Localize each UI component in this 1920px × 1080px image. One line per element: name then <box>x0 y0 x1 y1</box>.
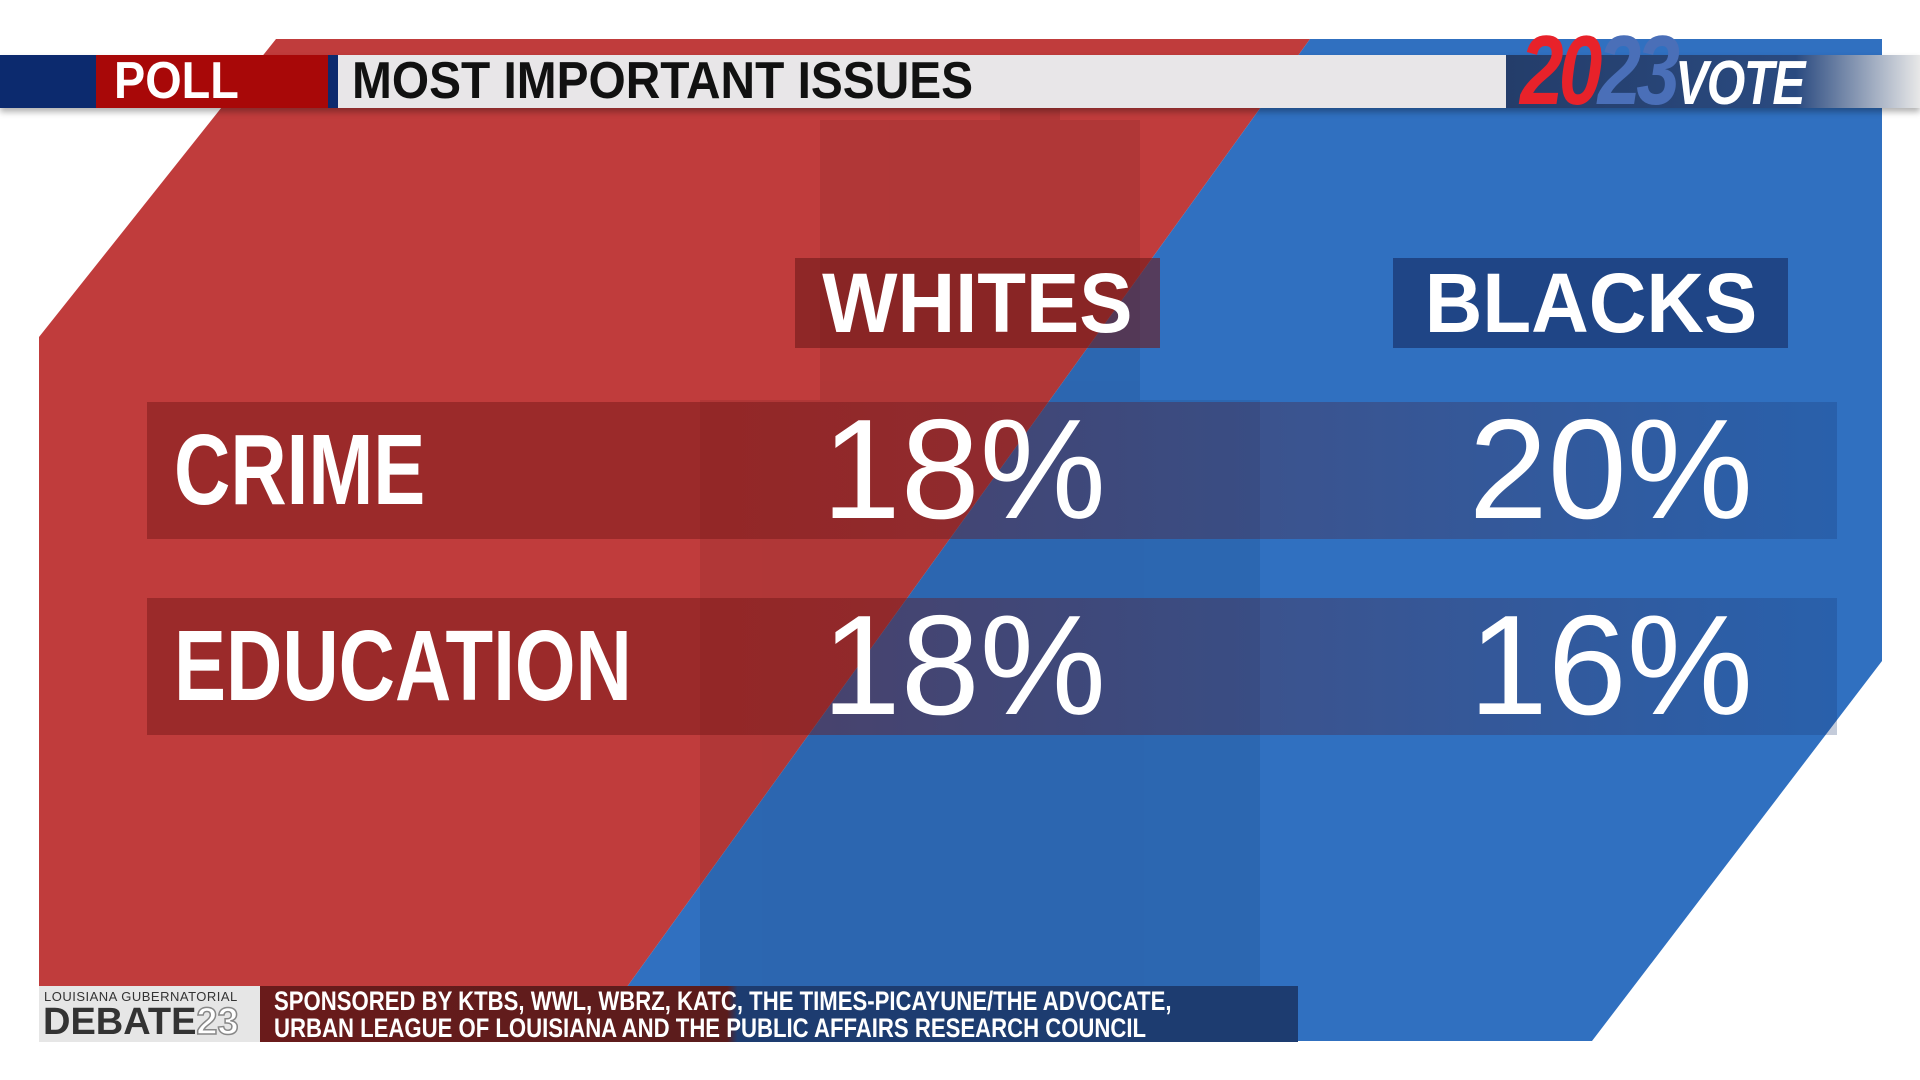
label-text: EDUCATION <box>174 610 632 722</box>
table-row <box>147 402 1837 539</box>
education-blacks-value: 16% <box>1468 586 1753 745</box>
poll-badge: POLL <box>96 55 328 108</box>
vote-2023-logo: 2023VOTE <box>1520 20 1875 120</box>
sponsor-bar: SPONSORED BY KTBS, WWL, WBRZ, KATC, THE … <box>260 986 1298 1042</box>
label-text: CRIME <box>174 414 426 526</box>
column-header-blacks: BLACKS <box>1393 258 1788 348</box>
navy-block <box>0 55 96 108</box>
column-header-whites: WHITES <box>795 258 1160 348</box>
crime-blacks-value: 20% <box>1468 390 1753 549</box>
debate-logo: LOUISIANA GUBERNATORIAL DEBATE23 <box>39 986 260 1042</box>
education-whites-value: 18% <box>821 586 1106 745</box>
sponsor-line-2: URBAN LEAGUE OF LOUISIANA AND THE PUBLIC… <box>274 1013 1147 1043</box>
brand-box <box>1506 55 1920 108</box>
logo-main: DEBATE <box>43 1001 197 1043</box>
title-text: MOST IMPORTANT ISSUES <box>352 52 974 110</box>
separator <box>328 55 338 108</box>
logo-year: 23 <box>196 1001 240 1043</box>
row-label-crime: CRIME <box>174 410 496 530</box>
sponsor-line-1: SPONSORED BY KTBS, WWL, WBRZ, KATC, THE … <box>274 986 1172 1016</box>
page-title: MOST IMPORTANT ISSUES <box>338 55 1506 108</box>
logo-top: LOUISIANA GUBERNATORIAL <box>44 989 238 1004</box>
logo-year-a: 20 <box>1520 15 1602 125</box>
crime-whites-value: 18% <box>821 390 1106 549</box>
logo-word: VOTE <box>1675 49 1805 118</box>
row-label-education: EDUCATION <box>174 606 761 726</box>
whites-label: WHITES <box>822 256 1133 350</box>
poll-label: POLL <box>114 52 239 110</box>
table-row <box>147 598 1837 735</box>
blacks-label: BLACKS <box>1424 256 1757 350</box>
logo-year-b: 23 <box>1597 15 1680 125</box>
